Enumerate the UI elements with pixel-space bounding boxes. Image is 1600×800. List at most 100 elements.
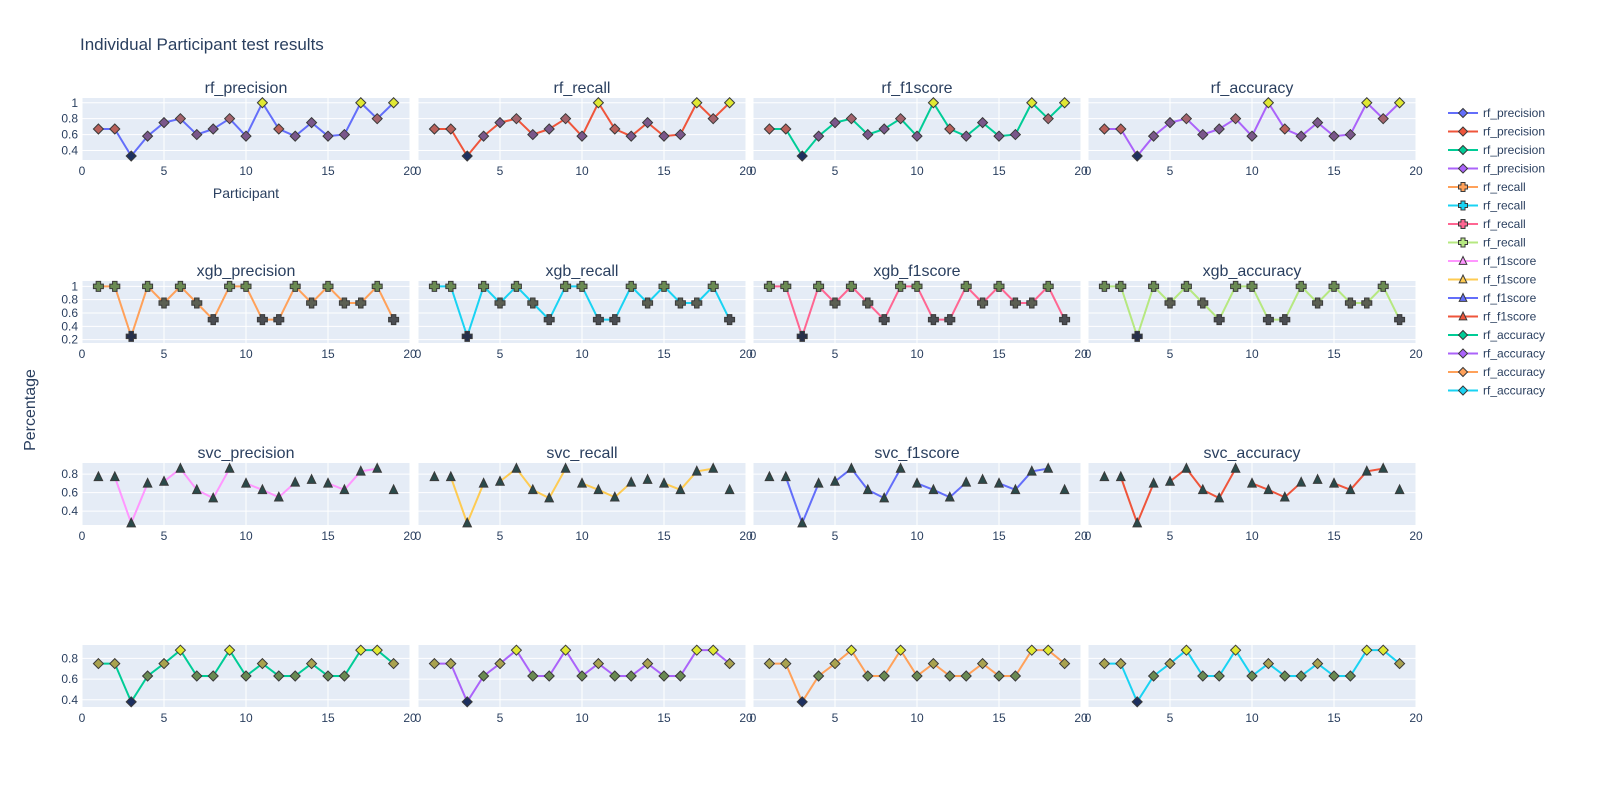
- data-point[interactable]: [977, 297, 989, 309]
- data-point[interactable]: [993, 670, 1005, 682]
- data-point[interactable]: [1098, 657, 1111, 670]
- data-point[interactable]: [371, 112, 383, 125]
- data-point[interactable]: [1026, 97, 1038, 109]
- data-point[interactable]: [527, 670, 539, 682]
- data-point[interactable]: [1345, 483, 1356, 495]
- data-point[interactable]: [780, 657, 792, 670]
- data-point[interactable]: [691, 297, 703, 309]
- data-point[interactable]: [1328, 477, 1340, 488]
- data-point[interactable]: [1164, 475, 1176, 486]
- data-point[interactable]: [158, 657, 170, 670]
- data-point[interactable]: [1344, 128, 1357, 141]
- data-point[interactable]: [355, 97, 367, 109]
- data-point[interactable]: [92, 657, 105, 670]
- data-point[interactable]: [1295, 130, 1307, 142]
- data-point[interactable]: [478, 280, 490, 292]
- data-point[interactable]: [1214, 492, 1225, 503]
- legend-item[interactable]: rf_precision: [1448, 125, 1545, 139]
- data-point[interactable]: [141, 670, 154, 682]
- data-point[interactable]: [977, 473, 988, 484]
- data-point[interactable]: [1131, 330, 1143, 342]
- data-point[interactable]: [1147, 130, 1160, 142]
- data-point[interactable]: [338, 297, 350, 309]
- data-point[interactable]: [691, 465, 702, 476]
- data-point[interactable]: [641, 657, 654, 670]
- data-point[interactable]: [355, 644, 367, 656]
- data-point[interactable]: [642, 473, 653, 484]
- data-point[interactable]: [1311, 657, 1324, 670]
- data-point[interactable]: [1147, 670, 1160, 682]
- data-point[interactable]: [1378, 462, 1389, 473]
- data-point[interactable]: [191, 297, 203, 309]
- data-point[interactable]: [862, 128, 874, 141]
- data-point[interactable]: [142, 477, 153, 488]
- data-point[interactable]: [976, 116, 989, 129]
- data-point[interactable]: [125, 696, 137, 708]
- data-point[interactable]: [387, 657, 400, 670]
- legend-item[interactable]: rf_accuracy: [1448, 384, 1545, 398]
- data-point[interactable]: [109, 470, 120, 482]
- data-point[interactable]: [560, 280, 572, 292]
- data-point[interactable]: [895, 462, 906, 473]
- legend-item[interactable]: rf_precision: [1448, 106, 1545, 120]
- data-point[interactable]: [626, 476, 637, 487]
- data-point[interactable]: [927, 314, 939, 326]
- data-point[interactable]: [510, 280, 522, 292]
- data-point[interactable]: [674, 128, 687, 141]
- data-point[interactable]: [862, 670, 874, 682]
- data-point[interactable]: [429, 470, 440, 482]
- data-point[interactable]: [576, 477, 588, 488]
- data-point[interactable]: [461, 330, 473, 342]
- legend-item[interactable]: rf_accuracy: [1448, 365, 1545, 379]
- data-point[interactable]: [223, 644, 236, 656]
- data-point[interactable]: [355, 465, 366, 476]
- data-point[interactable]: [125, 330, 137, 342]
- data-point[interactable]: [1180, 112, 1193, 125]
- legend-item[interactable]: rf_recall: [1448, 180, 1526, 194]
- data-point[interactable]: [109, 657, 121, 670]
- data-point[interactable]: [944, 491, 955, 502]
- data-point[interactable]: [1295, 670, 1307, 682]
- data-point[interactable]: [174, 280, 186, 292]
- data-point[interactable]: [256, 657, 269, 670]
- data-point[interactable]: [642, 297, 654, 309]
- data-point[interactable]: [273, 670, 285, 682]
- data-point[interactable]: [1197, 670, 1209, 682]
- data-point[interactable]: [1026, 297, 1038, 309]
- data-point[interactable]: [1180, 644, 1193, 656]
- data-point[interactable]: [708, 462, 719, 473]
- data-point[interactable]: [812, 670, 825, 682]
- data-point[interactable]: [1164, 657, 1176, 670]
- data-point[interactable]: [560, 462, 571, 473]
- data-point[interactable]: [543, 670, 555, 682]
- data-point[interactable]: [1279, 123, 1291, 135]
- data-point[interactable]: [796, 150, 808, 162]
- data-point[interactable]: [428, 280, 440, 292]
- data-point[interactable]: [625, 670, 637, 682]
- data-point[interactable]: [445, 123, 457, 135]
- data-point[interactable]: [1263, 483, 1274, 495]
- data-point[interactable]: [609, 314, 621, 326]
- data-point[interactable]: [1197, 128, 1209, 141]
- data-point[interactable]: [1377, 280, 1389, 292]
- data-point[interactable]: [780, 280, 792, 292]
- data-point[interactable]: [494, 475, 506, 486]
- data-point[interactable]: [256, 314, 268, 326]
- data-point[interactable]: [174, 644, 187, 656]
- data-point[interactable]: [658, 670, 670, 682]
- data-point[interactable]: [306, 473, 317, 484]
- data-point[interactable]: [191, 128, 203, 141]
- data-point[interactable]: [862, 483, 873, 495]
- data-point[interactable]: [796, 696, 808, 708]
- data-point[interactable]: [461, 696, 473, 708]
- data-point[interactable]: [1328, 280, 1340, 292]
- data-point[interactable]: [691, 644, 703, 656]
- data-point[interactable]: [1262, 657, 1275, 670]
- data-point[interactable]: [674, 670, 687, 682]
- data-point[interactable]: [289, 130, 301, 142]
- data-point[interactable]: [543, 123, 555, 135]
- data-point[interactable]: [576, 130, 588, 142]
- data-point[interactable]: [527, 297, 539, 309]
- data-point[interactable]: [1058, 657, 1071, 670]
- data-point[interactable]: [1262, 97, 1275, 109]
